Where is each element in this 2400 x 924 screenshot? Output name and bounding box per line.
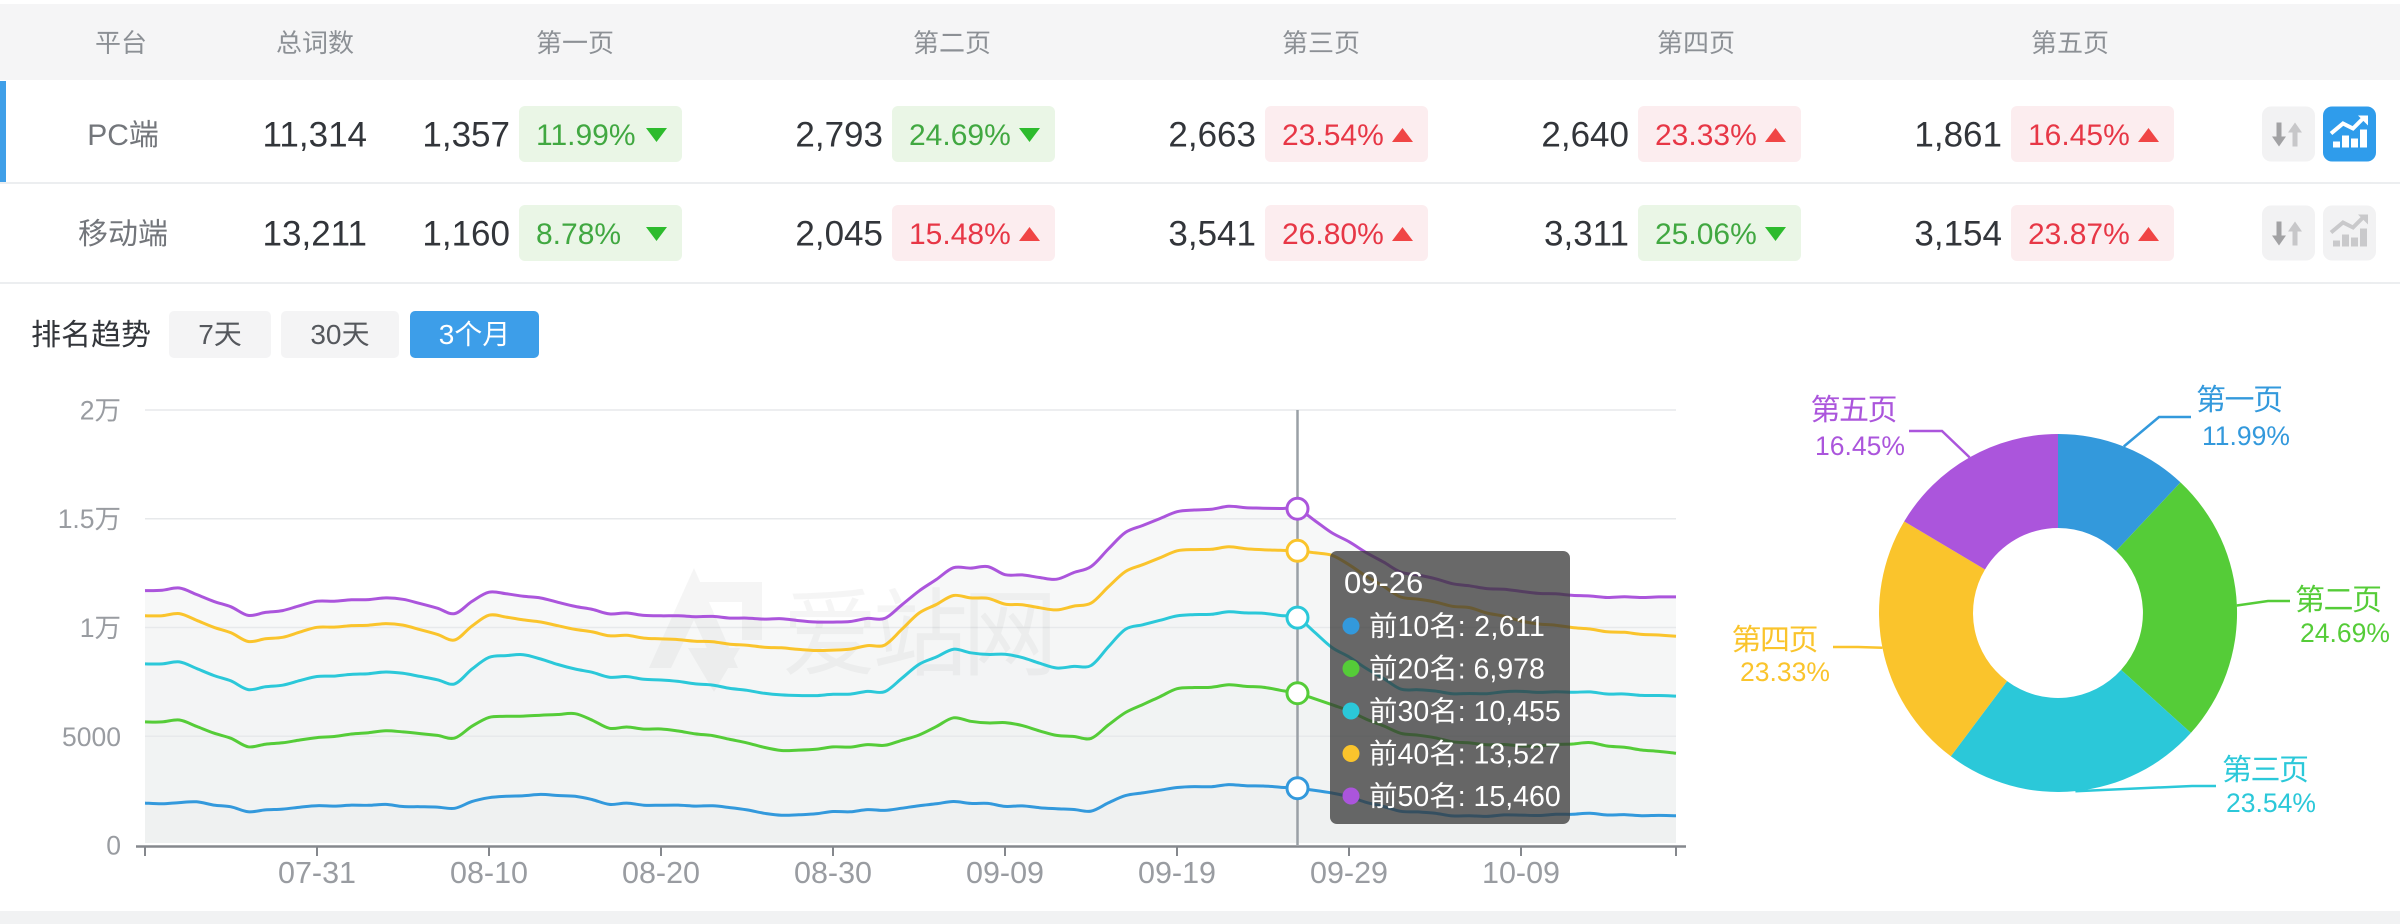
svg-text:08-20: 08-20 (622, 856, 700, 890)
svg-text:09-19: 09-19 (1138, 856, 1216, 890)
svg-text:11,314: 11,314 (263, 116, 367, 155)
svg-text:24.69%: 24.69% (2300, 618, 2390, 648)
svg-text:2: 2 (80, 396, 95, 426)
svg-text:1: 1 (80, 613, 95, 643)
svg-text:3,311: 3,311 (1544, 215, 1629, 254)
svg-text:13,211: 13,211 (263, 215, 367, 254)
svg-text:20: 20 (1398, 654, 1430, 686)
svg-text:07-31: 07-31 (278, 856, 356, 890)
svg-text:30: 30 (1398, 696, 1430, 728)
svg-text:1.5: 1.5 (58, 504, 95, 534)
svg-text:: 13,527: : 13,527 (1458, 739, 1561, 771)
svg-text:1,357: 1,357 (422, 116, 510, 155)
svg-text:8.78%: 8.78% (536, 218, 621, 251)
svg-text:: 15,460: : 15,460 (1458, 781, 1561, 813)
svg-text:0: 0 (106, 831, 121, 861)
svg-text:16.45%: 16.45% (1815, 431, 1905, 461)
svg-text:15.48%: 15.48% (909, 218, 1011, 251)
svg-text:10: 10 (1398, 611, 1430, 643)
svg-text:: 2,611: : 2,611 (1458, 611, 1545, 643)
svg-text:3: 3 (439, 319, 455, 350)
svg-text:23.33%: 23.33% (1655, 119, 1757, 152)
svg-text:3,541: 3,541 (1168, 215, 1256, 254)
svg-text:25.06%: 25.06% (1655, 218, 1757, 251)
svg-text:2,793: 2,793 (795, 116, 883, 155)
svg-text:23.33%: 23.33% (1740, 657, 1830, 687)
svg-text:PC: PC (87, 119, 129, 152)
svg-text:1,861: 1,861 (1914, 116, 2002, 155)
svg-text:16.45%: 16.45% (2028, 119, 2130, 152)
svg-text:09-26: 09-26 (1344, 565, 1423, 600)
svg-text:11.99%: 11.99% (2202, 421, 2290, 451)
svg-text:40: 40 (1398, 739, 1430, 771)
svg-text:2,045: 2,045 (795, 215, 883, 254)
svg-text:3,154: 3,154 (1914, 215, 2002, 254)
svg-text:2,663: 2,663 (1168, 116, 1256, 155)
svg-text:10-09: 10-09 (1482, 856, 1560, 890)
svg-text:23.54%: 23.54% (1282, 119, 1384, 152)
svg-text:08-30: 08-30 (794, 856, 872, 890)
svg-text:2,640: 2,640 (1541, 116, 1629, 155)
svg-text:: 6,978: : 6,978 (1458, 654, 1545, 686)
svg-text:5000: 5000 (62, 722, 121, 752)
svg-text:1,160: 1,160 (422, 215, 510, 254)
svg-text:23.54%: 23.54% (2226, 788, 2316, 818)
svg-text:7: 7 (198, 319, 214, 350)
svg-text:09-09: 09-09 (966, 856, 1044, 890)
svg-text:30: 30 (310, 319, 341, 350)
svg-text:24.69%: 24.69% (909, 119, 1011, 152)
svg-text:08-10: 08-10 (450, 856, 528, 890)
svg-text:26.80%: 26.80% (1282, 218, 1384, 251)
svg-text:11.99%: 11.99% (536, 119, 636, 152)
svg-text:50: 50 (1398, 781, 1430, 813)
svg-text:: 10,455: : 10,455 (1458, 696, 1561, 728)
svg-text:23.87%: 23.87% (2028, 218, 2130, 251)
svg-text:09-29: 09-29 (1310, 856, 1388, 890)
